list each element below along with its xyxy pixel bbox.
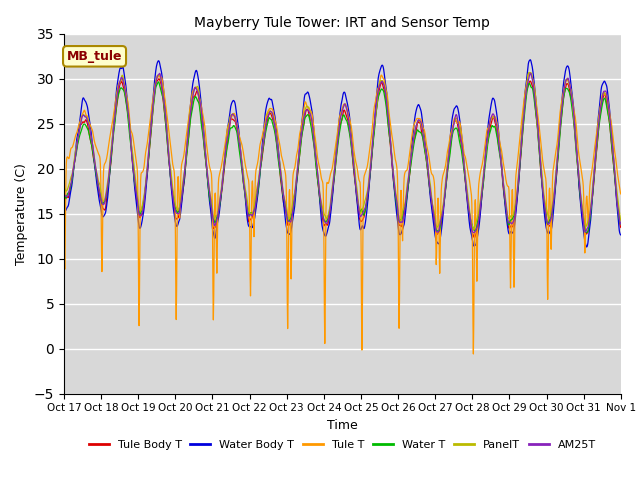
- Water T: [502, 204, 509, 209]
- Tule Body T: [429, 210, 437, 216]
- Water T: [429, 206, 437, 212]
- Water T: [60, 192, 68, 198]
- Water Body T: [246, 224, 254, 230]
- AM25T: [60, 192, 68, 198]
- Tule Body T: [470, 235, 478, 240]
- Tule T: [526, 70, 534, 76]
- Tule Body T: [60, 197, 68, 203]
- Tule Body T: [171, 211, 179, 216]
- Tule T: [246, 270, 254, 276]
- Line: Tule Body T: Tule Body T: [64, 79, 621, 238]
- Tule T: [60, 219, 68, 225]
- Water Body T: [60, 204, 68, 210]
- PanelT: [552, 174, 559, 180]
- Water Body T: [502, 207, 509, 213]
- PanelT: [470, 227, 477, 232]
- Title: Mayberry Tule Tower: IRT and Sensor Temp: Mayberry Tule Tower: IRT and Sensor Temp: [195, 16, 490, 30]
- Water Body T: [527, 57, 534, 62]
- Line: Water Body T: Water Body T: [64, 60, 621, 247]
- Tule T: [552, 152, 559, 157]
- PanelT: [502, 199, 509, 205]
- Water Body T: [617, 232, 625, 238]
- Tule Body T: [552, 183, 559, 189]
- Tule T: [502, 177, 509, 182]
- AM25T: [617, 221, 625, 227]
- AM25T: [246, 212, 254, 217]
- PanelT: [525, 70, 533, 75]
- Water Body T: [583, 244, 591, 250]
- Water T: [155, 79, 163, 85]
- AM25T: [170, 204, 178, 209]
- Tule Body T: [184, 137, 192, 143]
- Water T: [551, 185, 559, 191]
- AM25T: [184, 133, 191, 139]
- Legend: Tule Body T, Water Body T, Tule T, Water T, PanelT, AM25T: Tule Body T, Water Body T, Tule T, Water…: [84, 435, 600, 454]
- PanelT: [60, 184, 68, 190]
- Tule Body T: [246, 216, 254, 222]
- Water T: [617, 221, 625, 227]
- Water Body T: [170, 212, 178, 218]
- Line: PanelT: PanelT: [64, 72, 621, 229]
- Line: AM25T: AM25T: [64, 73, 621, 233]
- Tule T: [184, 122, 191, 128]
- Water T: [582, 229, 590, 235]
- Text: MB_tule: MB_tule: [67, 50, 122, 63]
- Tule T: [170, 169, 178, 175]
- Tule T: [470, 351, 477, 357]
- AM25T: [470, 230, 478, 236]
- Y-axis label: Temperature (C): Temperature (C): [15, 163, 28, 264]
- PanelT: [617, 217, 625, 223]
- Tule Body T: [502, 210, 510, 216]
- Water Body T: [429, 214, 436, 220]
- Line: Water T: Water T: [64, 82, 621, 232]
- Tule T: [617, 191, 625, 197]
- AM25T: [552, 179, 559, 184]
- PanelT: [246, 211, 254, 216]
- Tule T: [429, 172, 436, 178]
- PanelT: [170, 196, 178, 202]
- Line: Tule T: Tule T: [64, 73, 621, 354]
- AM25T: [429, 206, 436, 212]
- Water T: [184, 139, 192, 144]
- PanelT: [429, 203, 436, 208]
- Tule Body T: [155, 76, 163, 82]
- Water T: [246, 210, 254, 216]
- AM25T: [502, 203, 509, 209]
- Tule Body T: [617, 225, 625, 230]
- Water Body T: [184, 132, 191, 137]
- X-axis label: Time: Time: [327, 419, 358, 432]
- AM25T: [527, 71, 534, 76]
- PanelT: [184, 132, 191, 137]
- Water T: [171, 203, 179, 208]
- Water Body T: [551, 190, 559, 196]
